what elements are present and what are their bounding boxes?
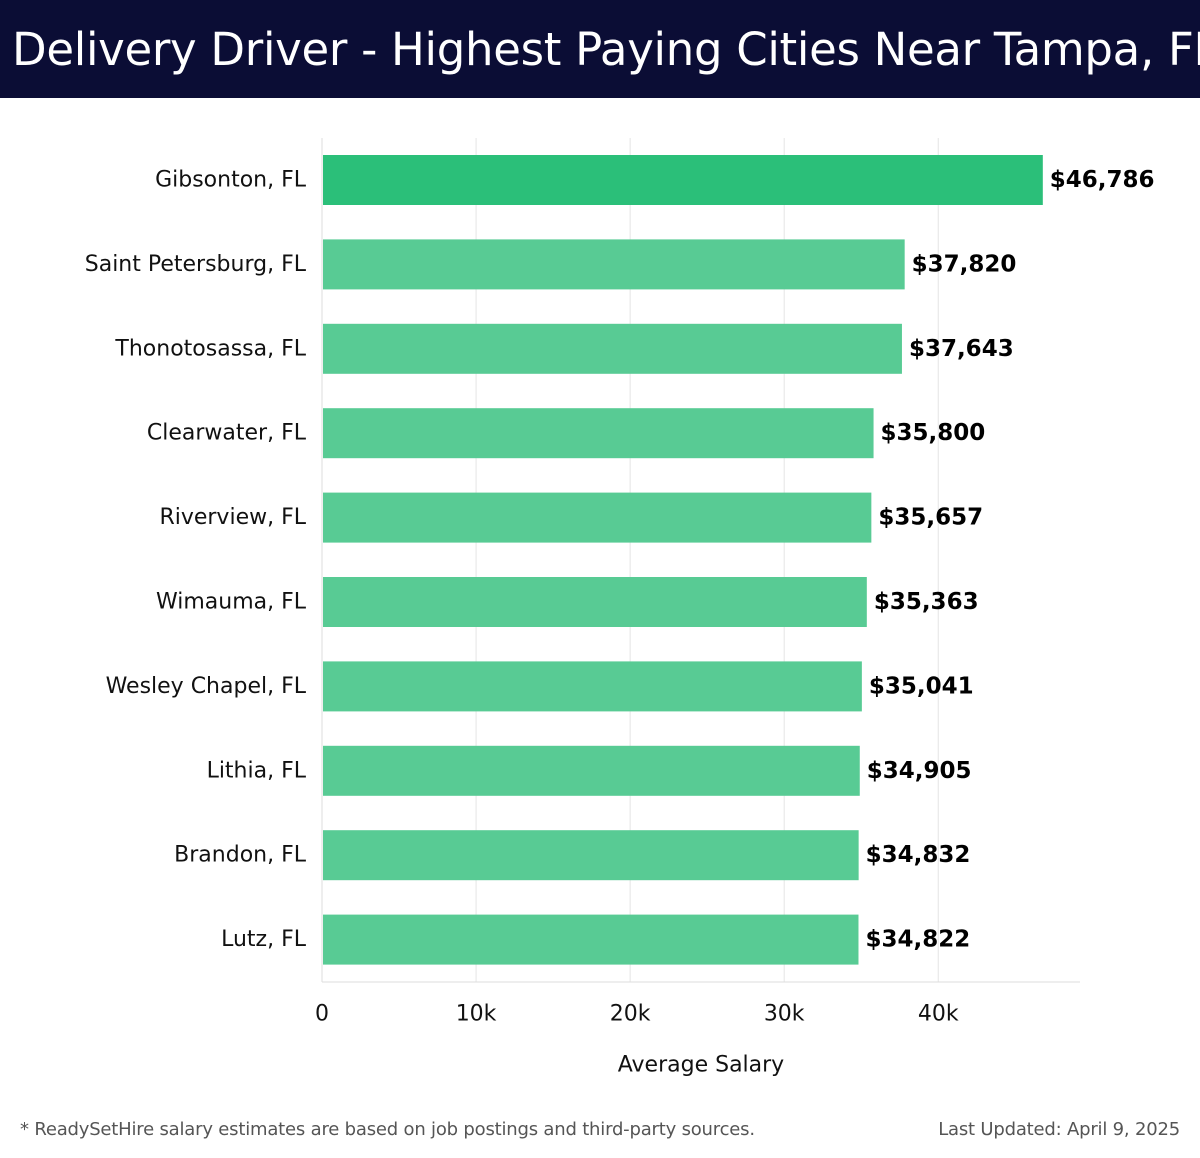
value-label: $37,820 xyxy=(912,251,1017,277)
category-label: Gibsonton, FL xyxy=(155,168,307,193)
bar xyxy=(323,492,872,543)
category-label: Saint Petersburg, FL xyxy=(85,252,307,277)
x-tick-label: 20k xyxy=(610,1002,651,1027)
value-label: $35,041 xyxy=(869,673,974,699)
category-label: Wesley Chapel, FL xyxy=(106,674,307,699)
x-tick-label: 10k xyxy=(456,1002,497,1027)
bar xyxy=(323,408,874,459)
bar xyxy=(323,155,1043,205)
bar xyxy=(323,323,902,374)
category-label: Clearwater, FL xyxy=(147,421,307,446)
bar xyxy=(323,914,859,965)
category-label: Riverview, FL xyxy=(159,505,306,530)
value-label: $35,363 xyxy=(874,589,979,615)
chart-header: Delivery Driver - Highest Paying Cities … xyxy=(0,0,1200,98)
bar xyxy=(323,745,860,796)
category-label: Wimauma, FL xyxy=(156,590,307,615)
value-label: $34,822 xyxy=(865,927,970,953)
x-tick-label: 30k xyxy=(764,1002,805,1027)
category-label: Brandon, FL xyxy=(174,843,307,868)
value-label: $34,905 xyxy=(867,758,972,784)
chart-title: Delivery Driver - Highest Paying Cities … xyxy=(12,23,1200,76)
category-label: Thonotosassa, FL xyxy=(114,336,306,361)
value-label: $35,800 xyxy=(881,420,986,446)
value-label: $34,832 xyxy=(866,842,971,868)
category-label: Lithia, FL xyxy=(207,758,307,783)
category-label: Lutz, FL xyxy=(221,927,307,952)
value-label: $37,643 xyxy=(909,336,1014,362)
value-label: $35,657 xyxy=(878,505,983,531)
bar xyxy=(323,577,867,627)
bar xyxy=(323,661,862,712)
footnote: * ReadySetHire salary estimates are base… xyxy=(20,1119,755,1140)
x-tick-label: 0 xyxy=(315,1002,329,1027)
last-updated: Last Updated: April 9, 2025 xyxy=(938,1119,1180,1140)
x-tick-label: 40k xyxy=(918,1002,959,1027)
bar-chart: Gibsonton, FL $46,786 Saint Petersburg, FL… xyxy=(85,138,1155,1078)
value-label: $46,786 xyxy=(1050,167,1155,193)
bar xyxy=(323,830,859,881)
bar xyxy=(323,239,905,290)
x-axis-title: Average Salary xyxy=(618,1053,784,1078)
